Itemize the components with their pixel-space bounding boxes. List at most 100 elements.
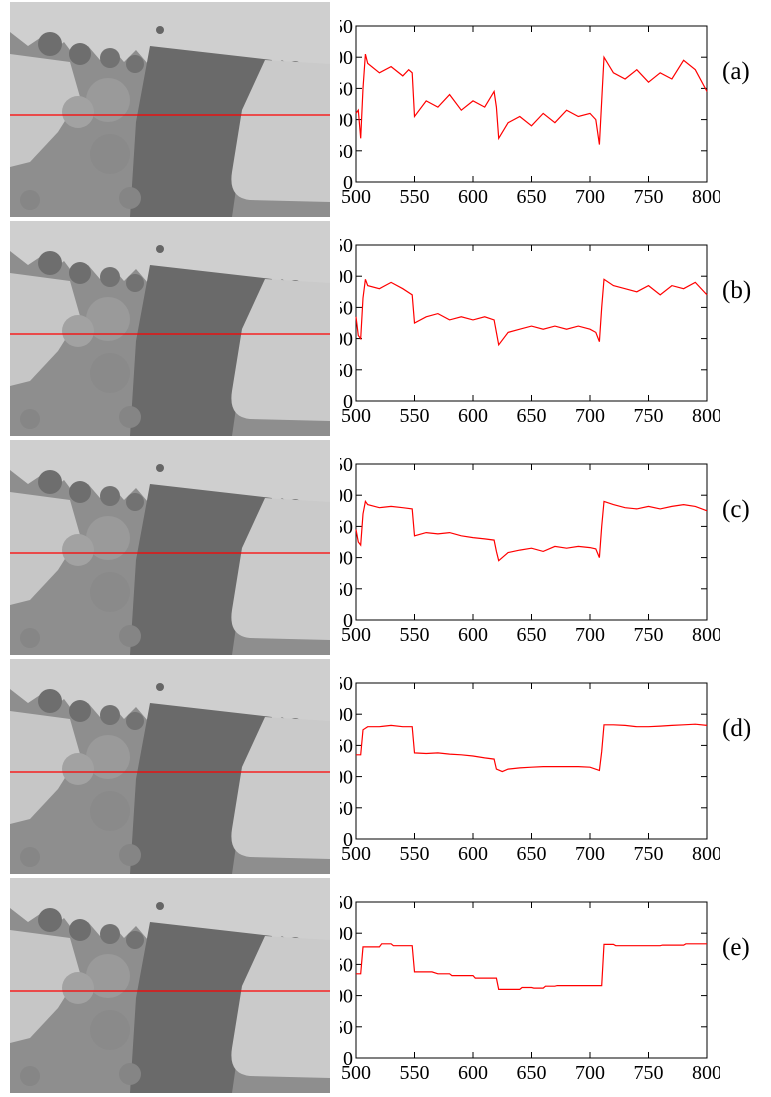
panel-label: (c) bbox=[722, 496, 750, 523]
series-line bbox=[355, 53, 708, 145]
x-tick-label: 550 bbox=[400, 1062, 430, 1084]
y-tick-label: 250 bbox=[340, 892, 353, 914]
x-tick-label: 750 bbox=[634, 186, 664, 208]
micrograph-scene bbox=[10, 2, 330, 217]
y-tick-label: 100 bbox=[340, 110, 353, 132]
x-tick-label: 700 bbox=[575, 843, 605, 865]
micrograph-c bbox=[10, 440, 330, 655]
panel-b: 0 50 100 150 200 250 500 550 600 650 700 750 800 (b) bbox=[0, 219, 771, 438]
x-tick-label: 700 bbox=[575, 1062, 605, 1084]
x-tick-label: 750 bbox=[634, 843, 664, 865]
x-tick-label: 550 bbox=[400, 186, 430, 208]
x-tick-label: 600 bbox=[458, 405, 488, 427]
y-tick-label: 100 bbox=[340, 986, 353, 1008]
panel-label: (e) bbox=[722, 934, 750, 961]
panel-e: 0 50 100 150 200 250 500 550 600 650 700 750 800 (e) bbox=[0, 876, 771, 1095]
x-tick-label: 500 bbox=[341, 624, 371, 646]
micrograph-scene bbox=[10, 221, 330, 436]
y-tick-label: 200 bbox=[340, 485, 353, 507]
x-tick-label: 600 bbox=[458, 186, 488, 208]
x-tick-label: 800 bbox=[692, 186, 720, 208]
x-tick-label: 800 bbox=[692, 843, 720, 865]
y-tick-label: 50 bbox=[340, 141, 353, 163]
y-tick-label: 150 bbox=[340, 954, 353, 976]
panel-label: (a) bbox=[722, 58, 750, 85]
x-tick-label: 600 bbox=[458, 1062, 488, 1084]
x-tick-label: 800 bbox=[692, 1062, 720, 1084]
y-tick-label: 0 bbox=[343, 610, 353, 632]
y-tick-label: 0 bbox=[343, 172, 353, 194]
y-tick-label: 150 bbox=[340, 297, 353, 319]
x-tick-label: 650 bbox=[517, 843, 547, 865]
x-tick-label: 600 bbox=[458, 843, 488, 865]
y-tick-label: 200 bbox=[340, 47, 353, 69]
y-tick-label: 50 bbox=[340, 579, 353, 601]
panel-label: (d) bbox=[722, 715, 752, 742]
line-plot-b: 0 50 100 150 200 250 500 550 600 650 700 750 800 bbox=[340, 235, 720, 427]
series-line bbox=[355, 499, 708, 562]
micrograph-scene bbox=[10, 878, 330, 1093]
y-tick-label: 250 bbox=[340, 454, 353, 476]
y-tick-label: 50 bbox=[340, 360, 353, 382]
panel-d: 0 50 100 150 200 250 500 550 600 650 700 750 800 (d) bbox=[0, 657, 771, 876]
x-tick-label: 650 bbox=[517, 405, 547, 427]
plot-frame bbox=[355, 463, 708, 621]
micrograph-d bbox=[10, 659, 330, 874]
plot-frame bbox=[355, 901, 708, 1059]
micrograph-b bbox=[10, 221, 330, 436]
x-tick-label: 700 bbox=[575, 186, 605, 208]
x-tick-label: 750 bbox=[634, 624, 664, 646]
x-tick-label: 600 bbox=[458, 624, 488, 646]
y-tick-label: 200 bbox=[340, 923, 353, 945]
panel-label: (b) bbox=[722, 277, 752, 304]
y-tick-label: 0 bbox=[343, 1048, 353, 1070]
y-tick-label: 50 bbox=[340, 798, 353, 820]
y-tick-label: 100 bbox=[340, 329, 353, 351]
y-tick-label: 250 bbox=[340, 16, 353, 38]
x-tick-label: 500 bbox=[341, 843, 371, 865]
x-tick-label: 750 bbox=[634, 1062, 664, 1084]
series-line bbox=[356, 723, 708, 773]
x-tick-label: 700 bbox=[575, 405, 605, 427]
x-tick-label: 550 bbox=[400, 843, 430, 865]
series-line bbox=[355, 278, 708, 347]
series-line bbox=[356, 943, 707, 990]
panel-a: 0 50 100 150 200 250 500 550 600 650 700 750 800 (a) bbox=[0, 0, 771, 219]
x-tick-label: 750 bbox=[634, 405, 664, 427]
panel-c: 0 50 100 150 200 250 500 550 600 650 700 750 800 (c) bbox=[0, 438, 771, 657]
micrograph-a bbox=[10, 2, 330, 217]
x-tick-label: 650 bbox=[517, 1062, 547, 1084]
line-plot-d: 0 50 100 150 200 250 500 550 600 650 700 750 800 bbox=[340, 673, 720, 865]
x-tick-label: 650 bbox=[517, 624, 547, 646]
y-tick-label: 50 bbox=[340, 1017, 353, 1039]
micrograph-scene bbox=[10, 440, 330, 655]
line-plot-c: 0 50 100 150 200 250 500 550 600 650 700 750 800 bbox=[340, 454, 720, 646]
y-tick-label: 150 bbox=[340, 516, 353, 538]
x-tick-label: 800 bbox=[692, 624, 720, 646]
plot-frame bbox=[355, 682, 708, 840]
plot-frame bbox=[355, 244, 708, 402]
y-tick-label: 150 bbox=[340, 78, 353, 100]
x-tick-label: 650 bbox=[517, 186, 547, 208]
x-tick-label: 550 bbox=[400, 405, 430, 427]
y-tick-label: 250 bbox=[340, 235, 353, 257]
y-tick-label: 100 bbox=[340, 548, 353, 570]
x-tick-label: 800 bbox=[692, 405, 720, 427]
line-plot-a: 0 50 100 150 200 250 500 550 600 650 700 750 800 bbox=[340, 16, 720, 208]
y-tick-label: 200 bbox=[340, 704, 353, 726]
y-tick-label: 150 bbox=[340, 735, 353, 757]
y-tick-label: 0 bbox=[343, 829, 353, 851]
plot-frame bbox=[355, 25, 708, 183]
x-tick-label: 700 bbox=[575, 624, 605, 646]
line-plot-e: 0 50 100 150 200 250 500 550 600 650 700 750 800 bbox=[340, 892, 720, 1084]
y-tick-label: 200 bbox=[340, 266, 353, 288]
x-tick-label: 500 bbox=[341, 405, 371, 427]
x-tick-label: 500 bbox=[341, 1062, 371, 1084]
x-tick-label: 500 bbox=[341, 186, 371, 208]
micrograph-e bbox=[10, 878, 330, 1093]
micrograph-scene bbox=[10, 659, 330, 874]
x-tick-label: 550 bbox=[400, 624, 430, 646]
y-tick-label: 0 bbox=[343, 391, 353, 413]
y-tick-label: 100 bbox=[340, 767, 353, 789]
